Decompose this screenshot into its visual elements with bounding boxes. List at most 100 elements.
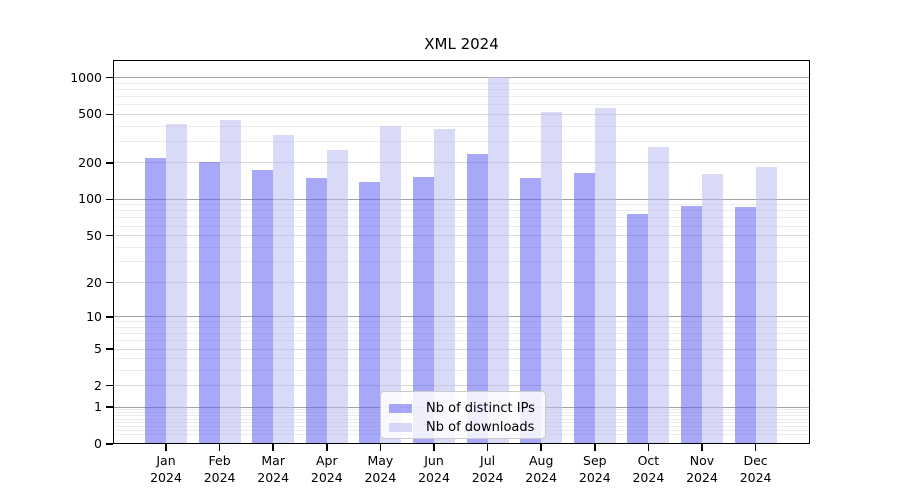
bar-downloads-mar [273, 134, 295, 444]
x-tick-label-may: May 2024 [364, 453, 397, 485]
x-tick-label-sep: Sep 2024 [578, 453, 611, 485]
x-tick-label-nov: Nov 2024 [686, 453, 718, 485]
bar-distinct-ips-jul [466, 154, 488, 444]
bar-distinct-ips-jan [145, 158, 166, 444]
x-tick-apr [326, 444, 328, 451]
plot-area: Nb of distinct IPs Nb of downloads [113, 60, 810, 444]
gridline-7 [113, 333, 810, 335]
gridline-8 [113, 327, 810, 328]
x-tick-jul [486, 444, 489, 451]
legend-label-downloads: Nb of downloads [426, 420, 535, 435]
x-tick-aug [540, 444, 542, 451]
gridline-2 [113, 385, 810, 387]
gridline-70 [113, 217, 810, 219]
gridline-6 [113, 340, 810, 342]
x-tick-jan [165, 444, 167, 451]
bar-distinct-ips-jun [413, 176, 434, 444]
x-tick-label-jul: Jul 2024 [471, 453, 504, 485]
x-tick-label-feb: Feb 2024 [203, 453, 236, 485]
gridline-800 [113, 88, 810, 90]
bar-distinct-ips-oct [627, 214, 649, 444]
y-tick-label-1: 1 [94, 399, 102, 415]
y-tick-20 [106, 281, 113, 284]
bar-distinct-ips-feb [198, 162, 220, 444]
y-tick-50 [106, 234, 113, 237]
x-tick-may [379, 444, 382, 451]
legend-label-distinct-ips: Nb of distinct IPs [426, 401, 535, 416]
gridline-20 [113, 282, 810, 284]
bar-downloads-jul [487, 77, 509, 444]
y-tick-100 [106, 198, 113, 201]
bar-downloads-aug [541, 112, 563, 444]
y-tick-label-50: 50 [86, 227, 102, 243]
gridline-10 [113, 316, 810, 318]
x-tick-nov [701, 444, 703, 451]
y-tick-0 [106, 443, 113, 445]
bar-distinct-ips-nov [681, 206, 702, 444]
gridline-200 [113, 162, 810, 164]
gridline-100 [113, 198, 810, 200]
x-tick-feb [218, 444, 221, 451]
gridline-500 [113, 113, 810, 115]
y-tick-label-500: 500 [78, 106, 102, 122]
gridline-90 [113, 204, 810, 206]
legend-swatch-downloads [389, 423, 412, 432]
legend: Nb of distinct IPs Nb of downloads [380, 391, 546, 439]
gridline-300 [113, 140, 810, 142]
bar-downloads-jan [166, 123, 187, 444]
y-tick-label-1000: 1000 [70, 69, 102, 85]
gridline-600 [113, 104, 810, 106]
y-tick-200 [106, 162, 113, 164]
bar-downloads-oct [648, 146, 670, 444]
x-tick-label-oct: Oct 2024 [632, 453, 665, 485]
bar-downloads-nov [702, 174, 723, 444]
y-tick-label-200: 200 [78, 154, 102, 170]
x-tick-mar [272, 444, 274, 451]
bar-downloads-jun [434, 128, 455, 444]
x-tick-sep [594, 444, 596, 451]
bar-distinct-ips-apr [305, 177, 327, 444]
y-tick-label-100: 100 [78, 191, 102, 207]
gridline-700 [113, 96, 810, 98]
gridline-900 [113, 82, 810, 84]
bar-downloads-dec [755, 166, 777, 444]
bar-distinct-ips-mar [252, 170, 274, 444]
gridline-50 [113, 235, 810, 237]
bar-downloads-sep [594, 107, 616, 444]
gridline-80 [113, 210, 810, 212]
gridline-9 [113, 321, 810, 323]
y-tick-1 [106, 406, 113, 408]
bars-layer [113, 60, 810, 444]
bar-downloads-feb [219, 119, 241, 444]
x-tick-label-dec: Dec 2024 [739, 453, 772, 485]
bar-distinct-ips-sep [573, 172, 595, 444]
legend-item-distinct-ips: Nb of distinct IPs [389, 399, 537, 418]
y-tick-label-10: 10 [86, 308, 102, 324]
bar-distinct-ips-may [359, 181, 381, 444]
y-tick-label-20: 20 [86, 274, 102, 290]
gridline-400 [113, 125, 810, 127]
y-tick-2 [106, 384, 113, 387]
y-tick-label-2: 2 [94, 377, 102, 393]
gridline-3 [113, 370, 810, 371]
gridline-60 [113, 225, 810, 227]
x-tick-label-jan: Jan 2024 [150, 453, 182, 485]
y-tick-label-5: 5 [94, 340, 102, 356]
x-tick-jun [433, 444, 435, 451]
bar-downloads-may [380, 126, 402, 444]
y-tick-1000 [106, 76, 113, 79]
x-tick-label-aug: Aug 2024 [525, 453, 558, 485]
gridline-40 [113, 246, 810, 248]
x-tick-label-mar: Mar 2024 [257, 453, 290, 485]
gridline-4 [113, 358, 810, 360]
chart-title: XML 2024 [424, 35, 499, 53]
x-tick-oct [647, 444, 650, 451]
legend-item-downloads: Nb of downloads [389, 418, 537, 437]
x-tick-label-apr: Apr 2024 [310, 453, 343, 485]
legend-swatch-distinct-ips [389, 404, 412, 413]
x-tick-label-jun: Jun 2024 [418, 453, 450, 485]
y-tick-label-0: 0 [94, 436, 102, 451]
bar-downloads-apr [326, 150, 348, 444]
y-tick-500 [106, 113, 113, 116]
bar-distinct-ips-aug [520, 177, 542, 444]
